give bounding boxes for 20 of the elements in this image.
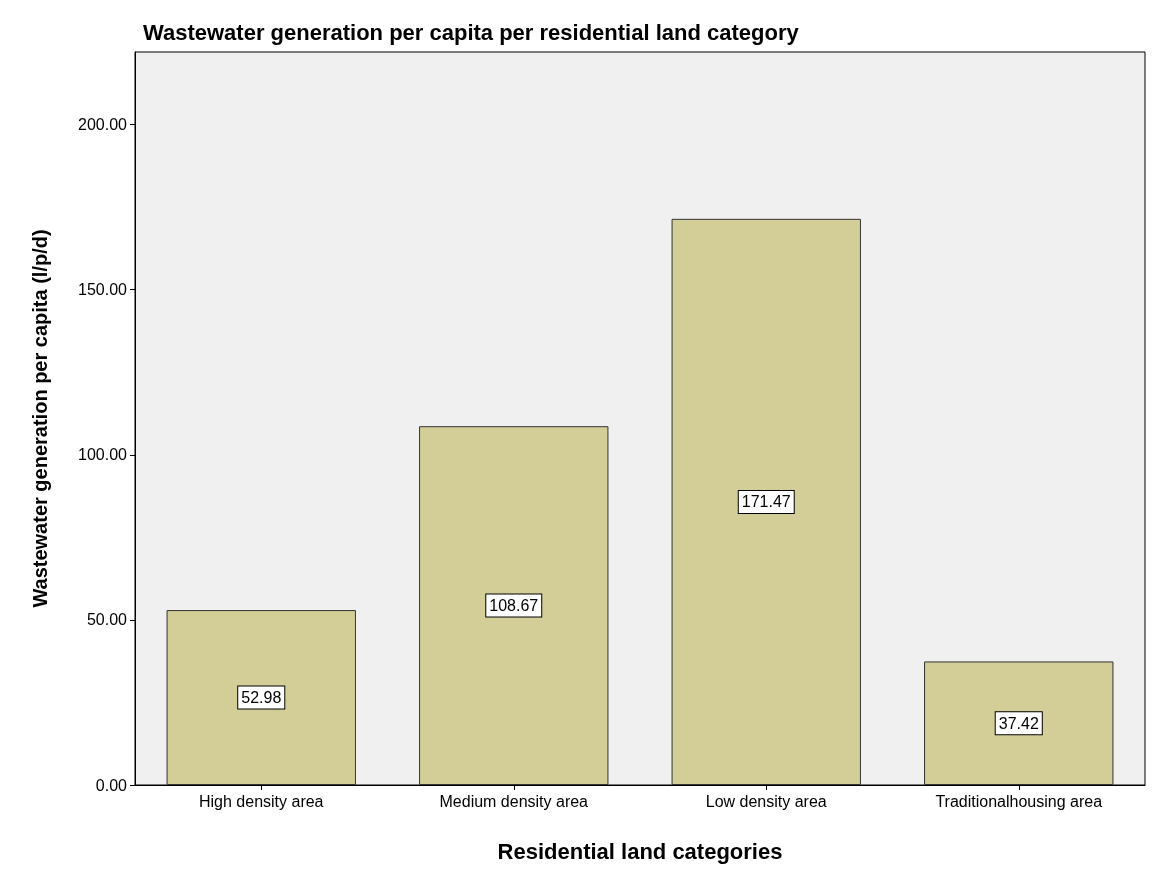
data-label: 171.47: [741, 493, 791, 511]
bar: [419, 426, 609, 785]
y-tick-label: 200.00: [78, 116, 128, 134]
x-tick-label: Medium density area: [439, 792, 589, 810]
data-label: 37.42: [998, 714, 1039, 732]
y-tick-label: 50.00: [86, 611, 128, 629]
chart-title: Wastewater generation per capita per residential land category: [143, 19, 800, 45]
bar: [671, 218, 861, 785]
data-label: 108.67: [489, 597, 539, 615]
x-tick-label: Traditionalhousing area: [935, 792, 1103, 810]
y-tick-label: 100.00: [78, 446, 128, 464]
bar: [924, 661, 1114, 785]
x-tick-label: High density area: [198, 792, 324, 810]
data-label: 52.98: [241, 689, 282, 707]
y-tick-label: 150.00: [78, 281, 128, 299]
bar: [166, 610, 356, 785]
y-axis-title: Wastewater generation per capita (l/p/d): [29, 229, 51, 608]
x-tick-label: Low density area: [705, 792, 827, 810]
x-axis-title: Residential land categories: [497, 838, 783, 864]
y-tick-label: 0.00: [95, 776, 128, 794]
